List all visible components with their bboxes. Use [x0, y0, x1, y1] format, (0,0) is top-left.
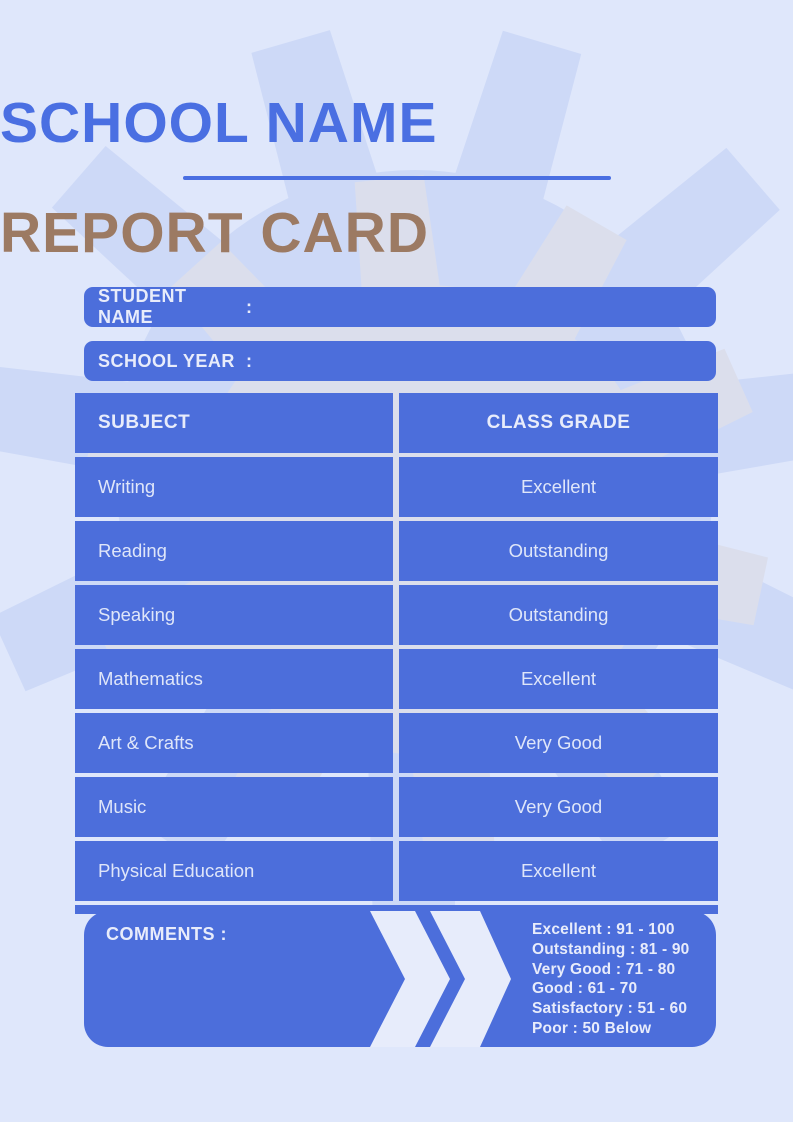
- grade-cell: Excellent: [399, 841, 718, 901]
- grade-scale-line: Poor : 50 Below: [532, 1019, 652, 1037]
- grade-scale-line: Very Good : 71 - 80: [532, 960, 676, 978]
- grade-scale-line: Excellent : 91 - 100: [532, 921, 675, 938]
- grade-cell: Outstanding: [399, 585, 718, 645]
- title-divider: [183, 176, 611, 180]
- subject-header: SUBJECT: [75, 393, 393, 453]
- grade-scale-line: Good : 61 - 70: [532, 980, 638, 998]
- subject-cell: Speaking: [75, 585, 393, 645]
- subject-cell: Physical Education: [75, 841, 393, 901]
- student-name-field: STUDENT NAME :: [84, 286, 717, 327]
- grade-scale-line: Satisfactory : 51 - 60: [532, 1000, 688, 1018]
- grade-scale-line: Outstanding : 81 - 90: [532, 940, 690, 958]
- class-grade-header: CLASS GRADE: [399, 393, 718, 453]
- table-row: Speaking Outstanding: [75, 585, 718, 645]
- grading-scale-legend: Excellent : 91 - 100 Outstanding : 81 - …: [532, 920, 712, 1039]
- grade-cell: Very Good: [399, 713, 718, 773]
- student-name-label: STUDENT NAME: [98, 286, 187, 327]
- subject-cell: Mathematics: [75, 649, 393, 709]
- subject-cell: Art & Crafts: [75, 713, 393, 773]
- table-row: Reading Outstanding: [75, 521, 718, 581]
- school-year-field: SCHOOL YEAR :: [84, 341, 716, 381]
- comments-section: COMMENTS : Excellent : 91 - 100 Outstand…: [84, 911, 716, 1047]
- grade-cell: Very Good: [399, 777, 718, 837]
- school-year-colon: :: [246, 350, 253, 371]
- grades-table: SUBJECT CLASS GRADE Writing Excellent Re…: [75, 393, 718, 914]
- table-row: Writing Excellent: [75, 457, 718, 517]
- table-header-row: SUBJECT CLASS GRADE: [75, 393, 718, 453]
- table-row: Music Very Good: [75, 777, 718, 837]
- table-row: Physical Education Excellent: [75, 841, 718, 901]
- student-name-colon: :: [246, 296, 253, 317]
- grade-cell: Excellent: [399, 649, 718, 709]
- table-footer-bar: [75, 905, 718, 914]
- student-name-value[interactable]: [253, 287, 717, 327]
- table-row: Art & Crafts Very Good: [75, 713, 718, 773]
- school-name-title: SCHOOL NAME: [0, 91, 438, 155]
- subject-cell: Writing: [75, 457, 393, 517]
- double-chevron-icon: [370, 911, 511, 1047]
- subject-cell: Music: [75, 777, 393, 837]
- comments-value[interactable]: [106, 953, 356, 1033]
- subject-cell: Reading: [75, 521, 393, 581]
- table-row: Mathematics Excellent: [75, 649, 718, 709]
- report-card-title: REPORT CARD: [0, 201, 430, 265]
- grade-cell: Outstanding: [399, 521, 718, 581]
- school-year-label: SCHOOL YEAR: [98, 350, 235, 371]
- comments-label: COMMENTS :: [106, 924, 227, 944]
- school-year-value[interactable]: [253, 341, 717, 381]
- grade-cell: Excellent: [399, 457, 718, 517]
